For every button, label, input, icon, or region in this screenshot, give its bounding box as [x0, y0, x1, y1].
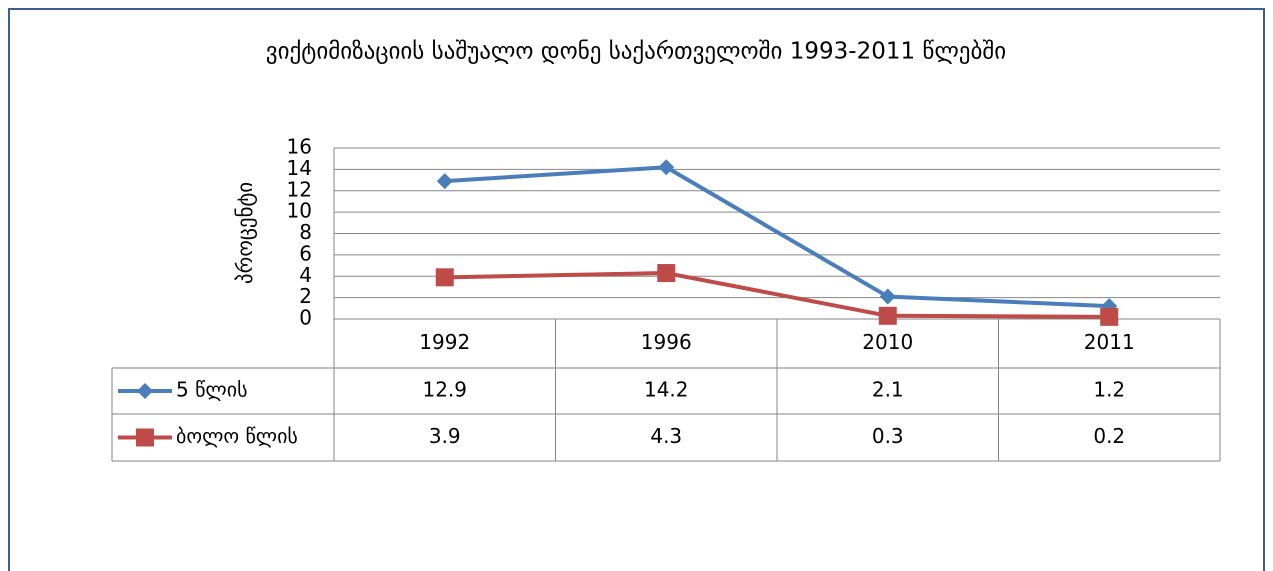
x-tick-label: 2011: [1084, 330, 1135, 354]
marker: [1100, 307, 1119, 326]
marker: [137, 383, 153, 399]
series-line: [444, 271, 1110, 319]
table-value: 1.2: [1093, 378, 1125, 402]
table-value: 0.3: [872, 424, 904, 448]
y-tick-label: 16: [287, 135, 312, 159]
y-tick-label: 10: [287, 199, 312, 223]
table-value: 2.1: [872, 378, 904, 402]
marker: [879, 288, 896, 305]
marker: [136, 428, 154, 447]
chart-title: ვიქტიმიზაციის საშუალო დონე საქართველოში …: [266, 39, 1006, 65]
x-tick-label: 1996: [641, 330, 692, 354]
y-tick-label: 14: [287, 156, 312, 180]
y-tick-label: 8: [299, 220, 312, 244]
table-value: 4.3: [650, 424, 682, 448]
y-axis-label: პროცენტი: [233, 182, 257, 284]
marker: [435, 268, 454, 287]
legend-label: ბოლო წლის: [176, 424, 298, 448]
y-tick-label: 0: [299, 306, 312, 330]
frame: [8, 8, 1265, 571]
marker: [657, 264, 676, 283]
marker: [878, 306, 897, 325]
table-value: 3.9: [429, 424, 461, 448]
legend-label: 5 წლის: [176, 378, 248, 402]
marker: [436, 173, 453, 190]
x-tick-label: 1992: [419, 330, 470, 354]
y-tick-label: 6: [299, 241, 312, 265]
y-tick-label: 12: [287, 177, 312, 201]
table-value: 14.2: [644, 378, 689, 402]
y-tick-label: 2: [299, 284, 312, 308]
table-value: 12.9: [422, 378, 467, 402]
series-line: [444, 165, 1110, 309]
table-value: 0.2: [1093, 424, 1125, 448]
x-tick-label: 2010: [862, 330, 913, 354]
marker: [658, 159, 675, 176]
y-tick-label: 4: [299, 263, 312, 287]
